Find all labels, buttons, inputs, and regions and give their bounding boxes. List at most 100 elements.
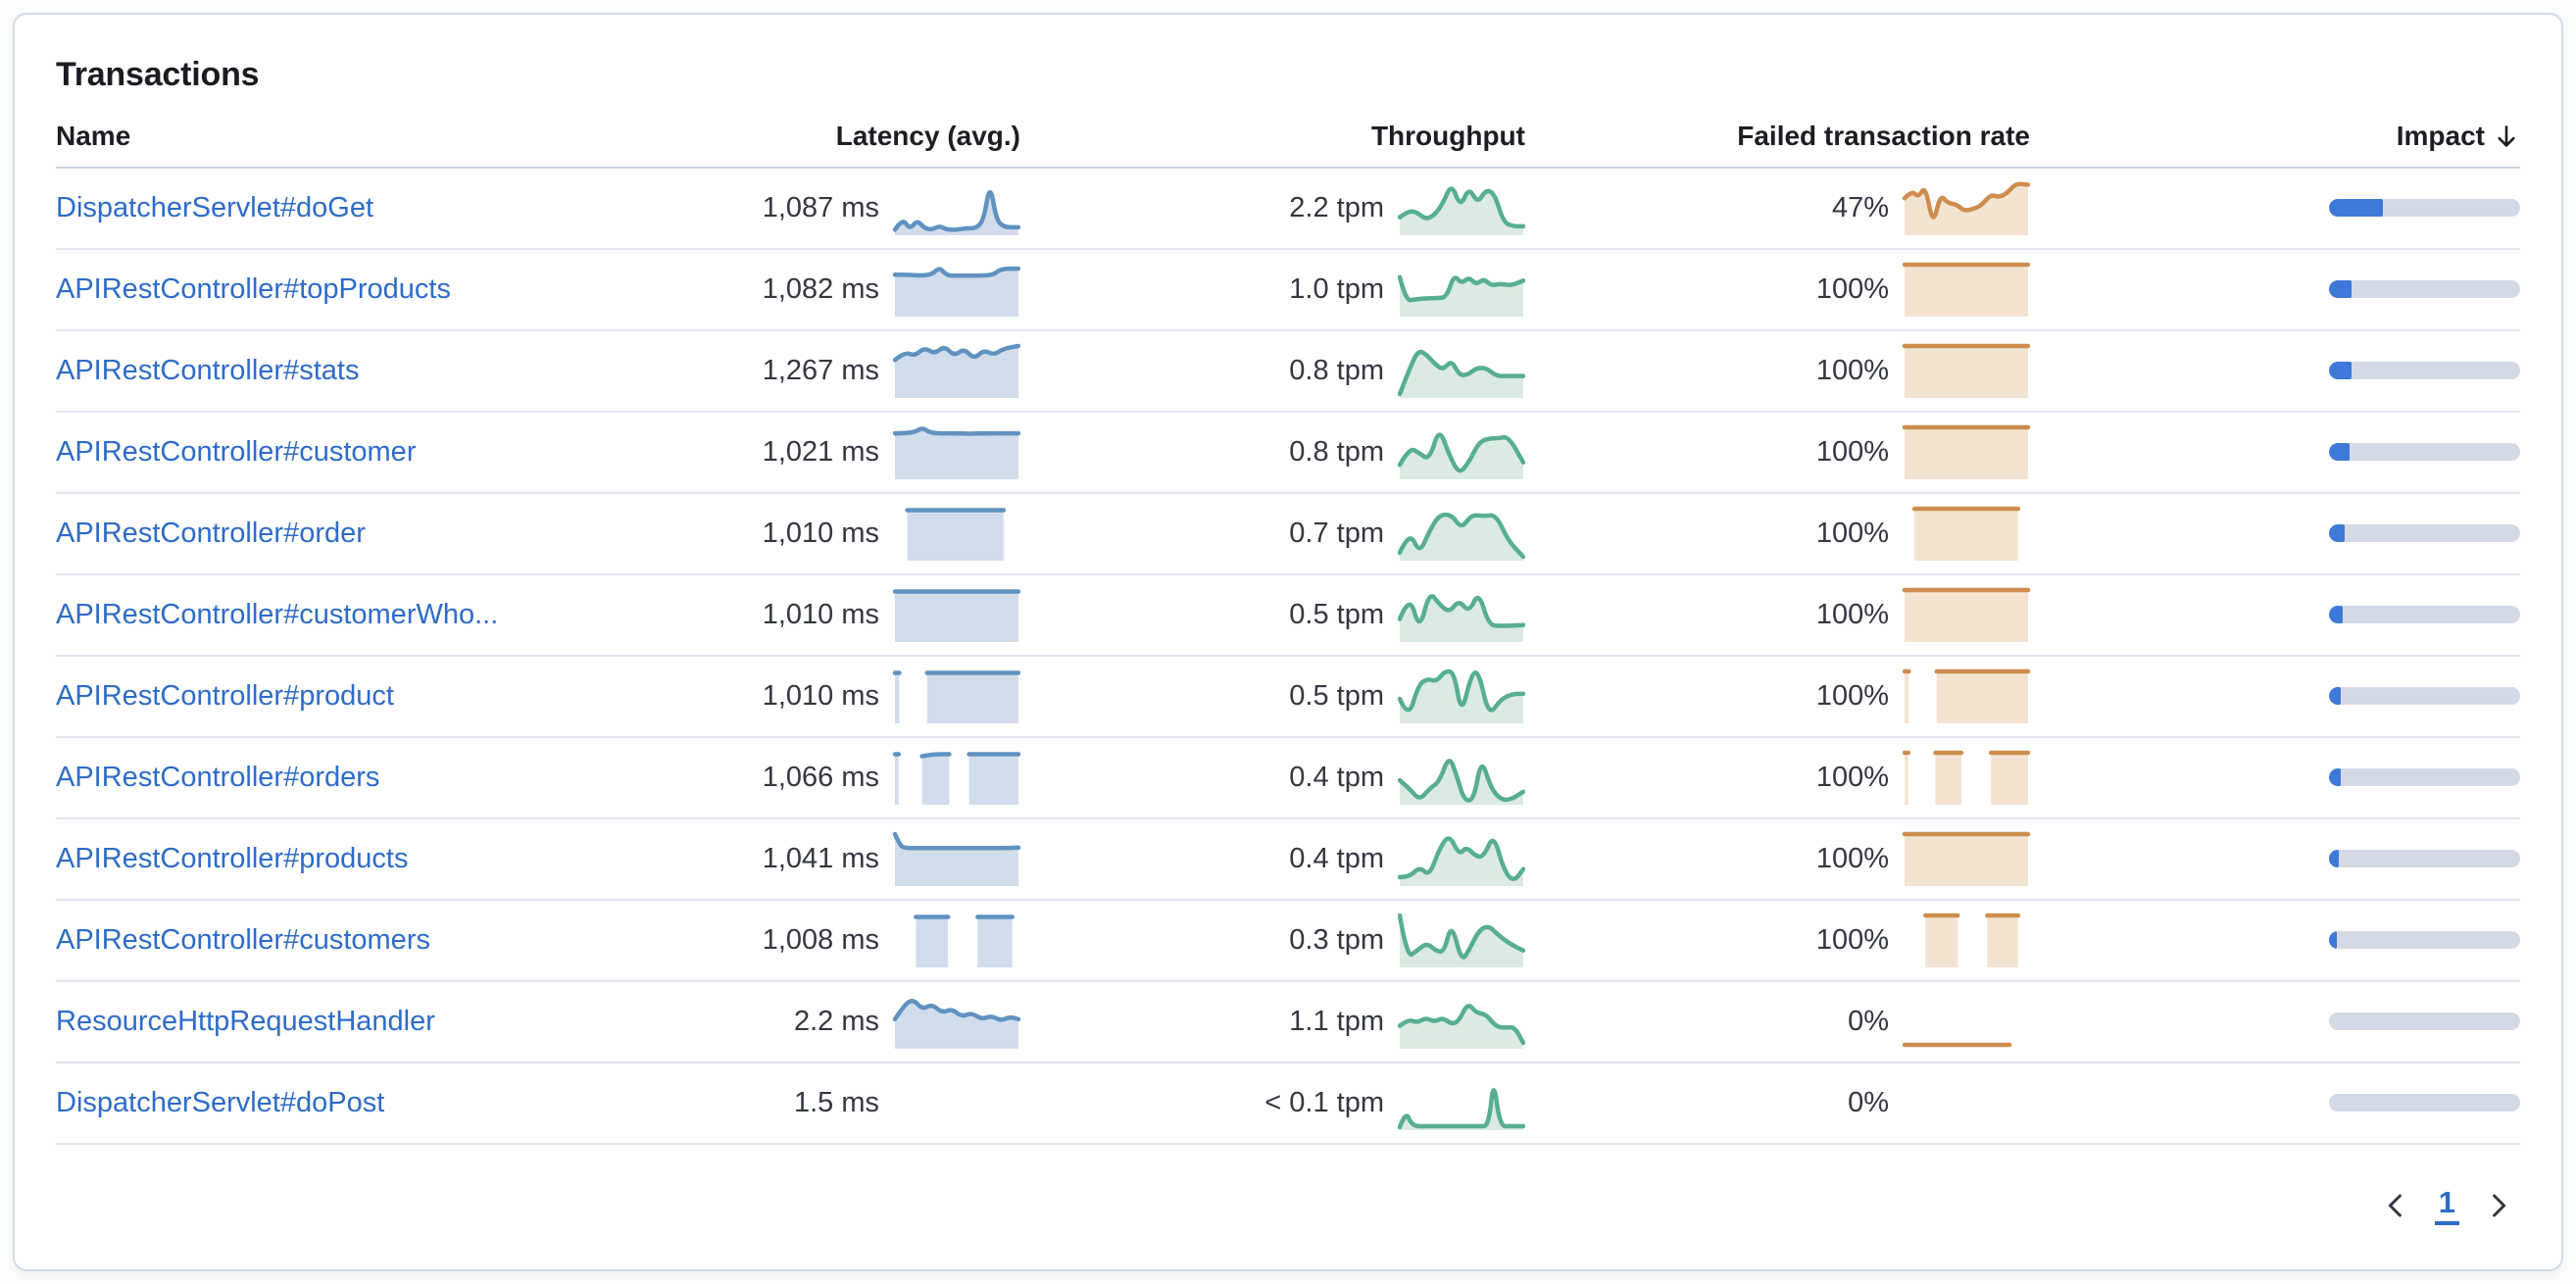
transaction-name-cell: DispatcherServlet#doPost [56,1087,599,1119]
impact-bar [2329,850,2520,867]
latency-value: 2.2 ms [793,1005,879,1037]
throughput-sparkline [1398,830,1525,887]
latency-sparkline [893,1074,1020,1131]
failed-rate-sparkline [1903,912,2030,968]
failed-rate-sparkline [1903,505,2030,562]
panel-title: Transactions [56,56,260,93]
failed-rate-sparkline [1903,830,2030,887]
transaction-name-cell: APIRestController#stats [56,355,599,387]
impact-bar [2329,1094,2520,1111]
throughput-sparkline [1398,993,1525,1050]
column-header-throughput[interactable]: Throughput [1370,120,1525,151]
throughput-cell: < 0.1 tpm [1020,1074,1525,1131]
chevron-left-icon [2388,1194,2402,1216]
throughput-sparkline [1398,423,1525,480]
table-row: DispatcherServlet#doPost 1.5 ms < 0.1 tpm 0… [56,1063,2520,1145]
table-row: APIRestController#customers 1,008 ms 0.3 t… [56,901,2520,982]
transaction-name-link[interactable]: APIRestController#topProducts [56,272,451,305]
latency-sparkline [893,505,1020,562]
throughput-cell: 0.5 tpm [1020,667,1525,724]
latency-cell: 1,267 ms [599,342,1020,399]
impact-bar-fill [2329,524,2345,542]
impact-cell [2030,768,2520,786]
failed-rate-cell: 47% [1525,179,2030,236]
transaction-name-cell: APIRestController#topProducts [56,273,599,306]
latency-sparkline [893,179,1020,236]
transaction-name-link[interactable]: APIRestController#product [56,679,394,712]
sort-desc-icon [2498,124,2515,147]
transaction-name-link[interactable]: APIRestController#customers [56,923,430,956]
latency-sparkline [893,261,1020,318]
impact-cell [2030,362,2520,379]
latency-cell: 1,021 ms [599,423,1020,480]
failed-rate-value: 100% [1815,761,1889,793]
throughput-value: 0.7 tpm [1289,517,1384,549]
transaction-name-link[interactable]: APIRestController#customer [56,435,417,468]
failed-rate-value: 0% [1848,1005,1889,1037]
transaction-name-link[interactable]: DispatcherServlet#doPost [56,1086,385,1118]
failed-rate-sparkline [1903,749,2030,806]
throughput-sparkline [1398,179,1525,236]
impact-cell [2030,443,2520,461]
throughput-value: 1.0 tpm [1289,272,1384,305]
column-header-failed-rate[interactable]: Failed transaction rate [1737,120,2030,151]
latency-sparkline [893,830,1020,887]
transaction-name-link[interactable]: DispatcherServlet#doGet [56,191,373,223]
latency-value: 1,010 ms [762,679,879,712]
latency-cell: 2.2 ms [599,993,1020,1050]
transaction-name-link[interactable]: APIRestController#stats [56,354,360,386]
impact-cell [2030,199,2520,217]
table-row: APIRestController#products 1,041 ms 0.4 tp… [56,819,2520,901]
impact-cell [2030,1012,2520,1030]
latency-value: 1,021 ms [762,435,879,468]
throughput-cell: 0.5 tpm [1020,586,1525,643]
column-header-impact-label: Impact [2396,120,2485,151]
prev-page-button[interactable] [2374,1184,2417,1227]
next-page-button[interactable] [2477,1184,2520,1227]
impact-bar [2329,931,2520,949]
latency-cell: 1.5 ms [599,1074,1020,1131]
transaction-name-link[interactable]: ResourceHttpRequestHandler [56,1005,435,1037]
transaction-name-link[interactable]: APIRestController#orders [56,761,380,793]
throughput-cell: 0.4 tpm [1020,830,1525,887]
transaction-name-cell: APIRestController#order [56,518,599,550]
transaction-name-cell: APIRestController#customer [56,436,599,469]
table-row: ResourceHttpRequestHandler 2.2 ms 1.1 tpm 0… [56,982,2520,1063]
impact-cell [2030,280,2520,298]
transaction-name-link[interactable]: APIRestController#products [56,842,409,874]
impact-bar-fill [2329,768,2341,786]
column-header-latency[interactable]: Latency (avg.) [835,120,1020,151]
transaction-name-link[interactable]: APIRestController#order [56,517,366,549]
failed-rate-value: 100% [1815,354,1889,386]
impact-bar [2329,443,2520,461]
throughput-value: 0.3 tpm [1289,923,1384,956]
throughput-cell: 2.2 tpm [1020,179,1525,236]
chevron-right-icon [2493,1194,2506,1216]
failed-rate-sparkline [1903,993,2030,1050]
impact-cell [2030,1094,2520,1111]
transaction-name-link[interactable]: APIRestController#customerWho... [56,598,499,630]
failed-rate-sparkline [1903,1074,2030,1131]
impact-bar-fill [2329,606,2343,623]
failed-rate-value: 47% [1831,191,1889,223]
latency-value: 1,008 ms [762,923,879,956]
failed-rate-value: 100% [1815,435,1889,468]
impact-bar-fill [2329,687,2341,705]
throughput-value: 1.1 tpm [1289,1005,1384,1037]
throughput-sparkline [1398,586,1525,643]
impact-cell [2030,850,2520,867]
transaction-name-cell: ResourceHttpRequestHandler [56,1006,599,1038]
impact-cell [2030,524,2520,542]
column-header-impact[interactable]: Impact [2030,121,2520,152]
page-number-button[interactable]: 1 [2434,1185,2459,1226]
failed-rate-cell: 100% [1525,342,2030,399]
table-row: DispatcherServlet#doGet 1,087 ms 2.2 tpm 47… [56,169,2520,250]
latency-value: 1,041 ms [762,842,879,874]
failed-rate-value: 100% [1815,598,1889,630]
throughput-cell: 1.1 tpm [1020,993,1525,1050]
column-header-name[interactable]: Name [56,120,131,151]
throughput-sparkline [1398,261,1525,318]
failed-rate-sparkline [1903,179,2030,236]
failed-rate-value: 0% [1848,1086,1889,1118]
latency-cell: 1,082 ms [599,261,1020,318]
